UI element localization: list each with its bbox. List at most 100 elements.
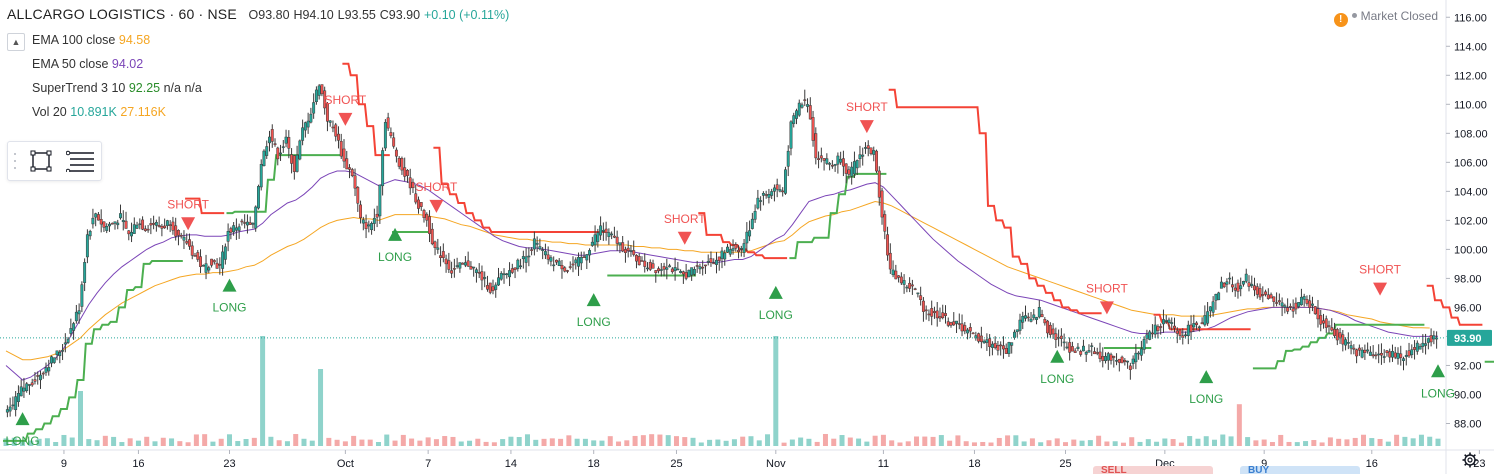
legend-supertrend[interactable]: SuperTrend 3 10 92.25 n/a n/a [32,81,202,95]
candle-down [910,284,914,287]
volume-bar [1187,436,1193,446]
volume-bar [3,438,9,446]
volume-bar [616,441,622,446]
candle-down [339,141,343,157]
candle-up [521,256,525,260]
volume-bar [740,436,746,446]
candle-down [632,250,636,255]
volume-bar [574,438,580,446]
candle-up [1217,292,1221,301]
volume-bar [971,442,977,446]
candle-up [1007,342,1011,354]
market-status[interactable]: ! Market Closed [1333,9,1438,27]
candle-up [1391,351,1394,358]
legend-ema50[interactable]: EMA 50 close 94.02 [32,57,143,71]
candle-up [1035,317,1038,320]
volume-bar [1352,437,1358,446]
gear-icon[interactable] [1462,452,1478,468]
candle-up [85,234,89,258]
y-tick-label: 108.00 [1454,128,1488,140]
candle-down [1258,288,1262,298]
long-signal-label: LONG [378,250,412,264]
candle-down [1393,352,1397,358]
short-signal-label: SHORT [324,93,366,107]
volume-bar [682,437,688,446]
volume-bar [1170,439,1176,446]
candle-up [52,357,56,363]
candle-up [535,242,539,245]
grip-handle-icon[interactable] [13,151,17,171]
candle-up [58,352,62,357]
candle-up [1106,353,1110,361]
symbol-title[interactable]: ALLCARGO LOGISTICS · 60 · NSE [7,6,237,22]
candle-down [1046,320,1050,334]
short-signal-arrow [429,199,444,213]
candle-up [1404,355,1408,357]
candle-down [1305,299,1309,304]
volume-bar [533,439,539,446]
legend-ema100[interactable]: EMA 100 close 94.58 [32,33,150,47]
candle-up [1062,341,1066,344]
candle-up [1170,322,1174,324]
status-dot-icon [1351,13,1357,18]
candle-down [513,267,517,270]
candle-up [552,264,556,267]
lines-tool-icon[interactable] [66,150,94,172]
candle-down [1407,350,1411,357]
candle-down [240,220,244,223]
candle-down [1070,346,1074,352]
warning-icon: ! [1333,13,1348,27]
candle-down [1236,282,1240,292]
legend-volume[interactable]: Vol 20 10.891K 27.116K [32,105,166,119]
candle-down [1399,353,1403,358]
candle-up [524,256,528,263]
candle-down [193,255,197,257]
candle-down [1355,349,1359,357]
drawing-toolbox [7,141,102,181]
candle-up [1242,280,1245,285]
candle-up [119,213,122,219]
candle-up [1013,331,1016,338]
buy-tab[interactable]: BUY [1240,466,1360,476]
candle-down [1255,286,1259,295]
volume-bar [144,436,150,446]
y-tick-label: 116.00 [1454,12,1487,24]
sell-tab[interactable]: SELL [1093,466,1213,476]
volume-bar [1071,439,1077,446]
candle-down [1286,307,1290,312]
candle-up [1250,283,1254,286]
candle-down [657,268,660,272]
volume-bar [417,440,423,446]
candle-up [474,269,478,273]
candle-down [334,124,338,137]
candle-up [254,206,258,229]
candle-up [378,184,382,217]
candle-up [11,404,15,407]
candle-up [690,267,694,276]
rectangle-tool-icon[interactable] [30,150,52,172]
short-signal-arrow [1373,282,1388,296]
y-tick-label: 98.00 [1454,273,1482,285]
candle-up [1206,311,1210,324]
open-value: O93.80 [248,8,290,22]
candle-down [819,155,823,159]
volume-bar [450,436,456,446]
supertrend-down-line [342,62,390,157]
candle-down [913,288,917,290]
chevron-up-icon[interactable]: ▲ [7,33,25,51]
candle-up [966,329,970,334]
candle-up [1424,343,1428,346]
candle-down [814,133,818,159]
candle-up [1344,339,1348,346]
x-tick-label: Oct [337,458,354,470]
candle-down [444,258,448,265]
candle-up [22,387,26,392]
volume-bar [1319,442,1325,446]
ema100-value: 94.58 [118,33,151,47]
volume-bar [1303,441,1309,446]
candle-down [30,382,34,386]
candle-down [488,282,492,293]
volume-bar [367,439,373,446]
